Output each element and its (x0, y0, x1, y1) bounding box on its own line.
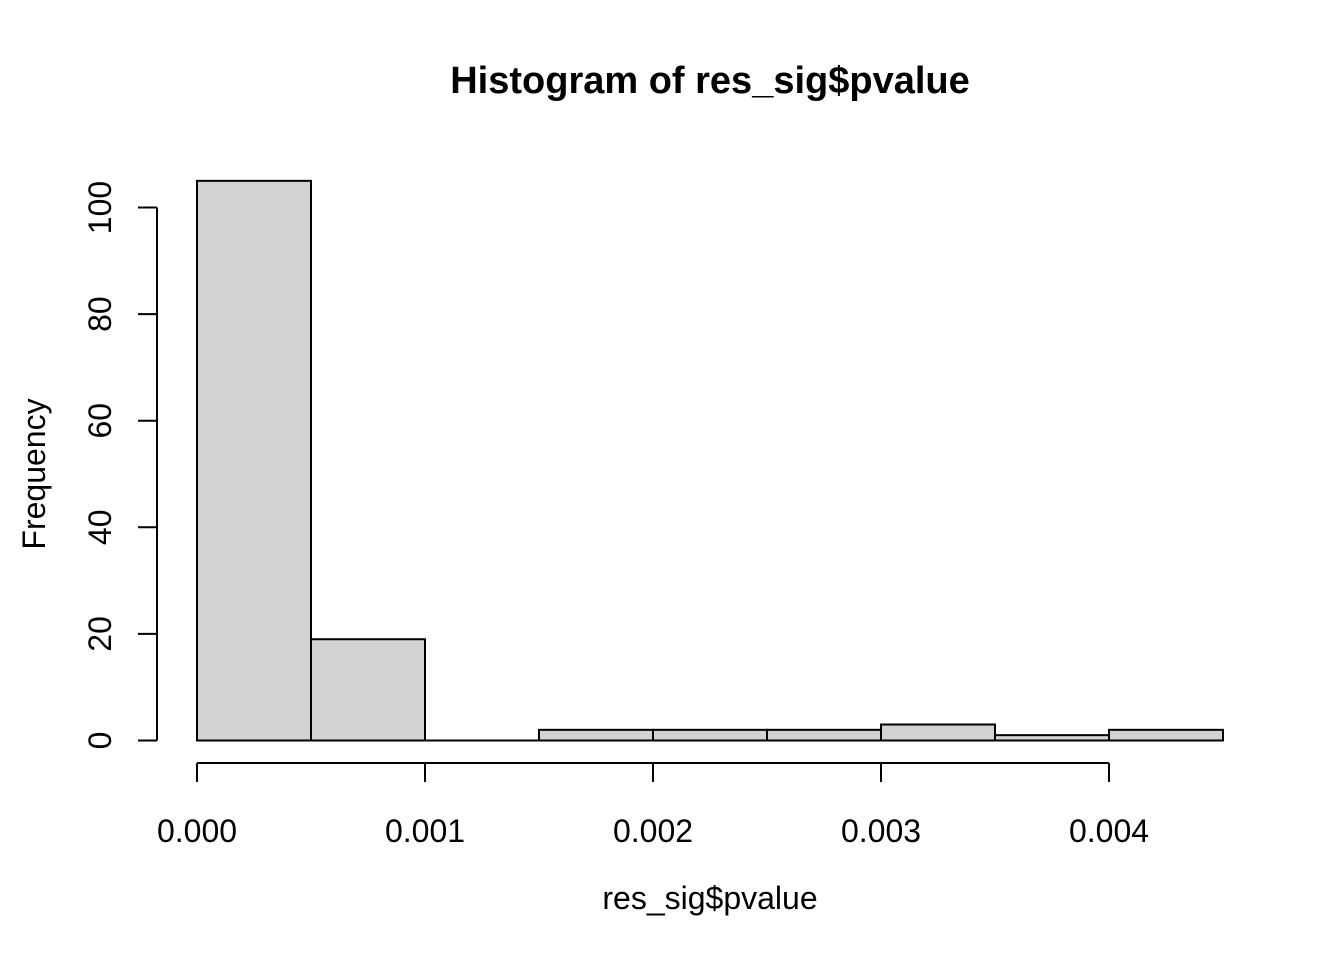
y-axis: 0 20 40 60 80 100 (82, 181, 158, 750)
histogram-bar (196, 179, 312, 742)
histogram-bar (310, 638, 426, 742)
y-tick-label: 0 (82, 732, 118, 750)
y-tick-label: 80 (82, 296, 118, 332)
chart-title: Histogram of res_sig$pvalue (450, 60, 970, 102)
x-axis: 0.000 0.001 0.002 0.003 0.004 (157, 762, 1149, 849)
x-tick-label: 0.001 (385, 813, 465, 849)
x-tick-label: 0.004 (1069, 813, 1149, 849)
histogram-bar (1108, 728, 1224, 742)
histogram-bar (880, 723, 996, 742)
y-tick-label: 20 (82, 616, 118, 652)
y-tick-label: 40 (82, 510, 118, 546)
histogram-bar (766, 728, 882, 742)
histogram-bar (652, 728, 768, 742)
x-tick-label: 0.002 (613, 813, 693, 849)
x-tick-label: 0.003 (841, 813, 921, 849)
bars-group (196, 179, 1224, 742)
x-axis-title: res_sig$pvalue (602, 880, 817, 916)
y-axis-title: Frequency (16, 398, 52, 549)
histogram-bar (538, 728, 654, 742)
histogram-bar (994, 734, 1110, 742)
y-tick-label: 100 (82, 181, 118, 234)
y-tick-label: 60 (82, 403, 118, 439)
x-tick-label: 0.000 (157, 813, 237, 849)
